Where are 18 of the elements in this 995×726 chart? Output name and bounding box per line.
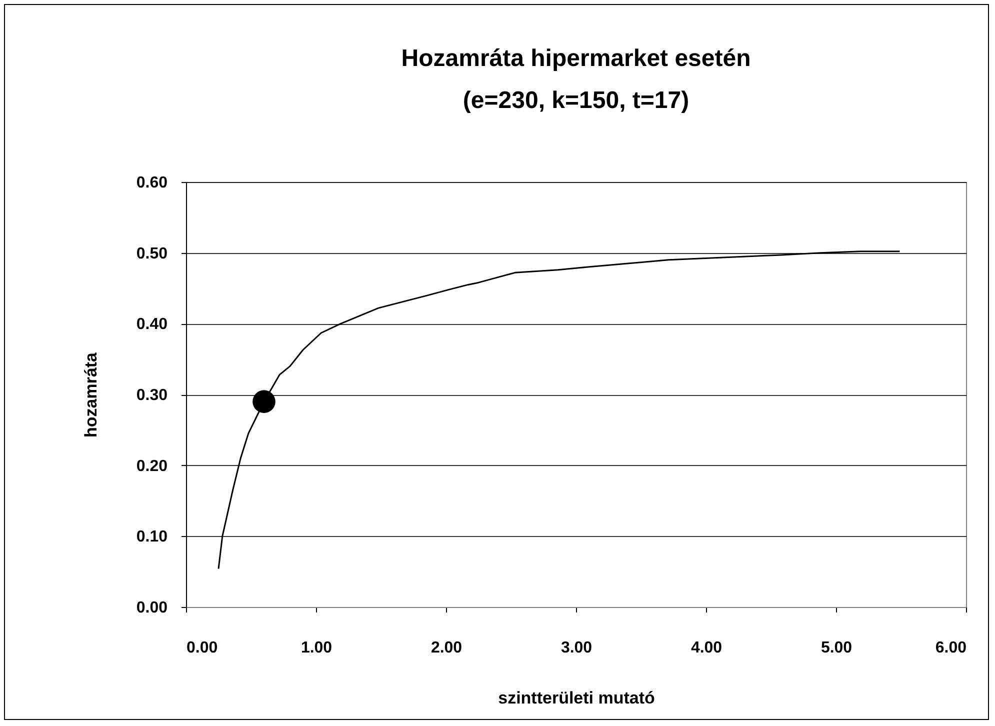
x-tick-label: 6.00 [935, 640, 967, 656]
chart-title: Hozamráta hipermarket esetén [401, 45, 751, 72]
x-tick-label: 4.00 [690, 640, 722, 656]
y-tick-label: 0.10 [136, 528, 168, 546]
y-axis-title: hozamráta [81, 352, 100, 438]
y-tick-label: 0.40 [136, 316, 168, 334]
x-tick-label: 1.00 [300, 640, 332, 656]
x-tick-label: 0.00 [186, 640, 218, 656]
y-tick-label: 0.20 [136, 458, 168, 475]
y-tick-label: 0.00 [136, 600, 168, 616]
x-tick-label: 5.00 [820, 640, 852, 656]
chart-subtitle: (e=230, k=150, t=17) [462, 87, 690, 114]
y-tick-label: 0.30 [136, 387, 168, 404]
x-tick-label: 2.00 [430, 640, 462, 656]
y-tick-label: 0.50 [136, 245, 168, 262]
x-axis-title: szintterületi mutató [498, 688, 655, 708]
y-tick-label: 0.60 [136, 174, 168, 192]
x-tick-label: 3.00 [560, 640, 592, 656]
